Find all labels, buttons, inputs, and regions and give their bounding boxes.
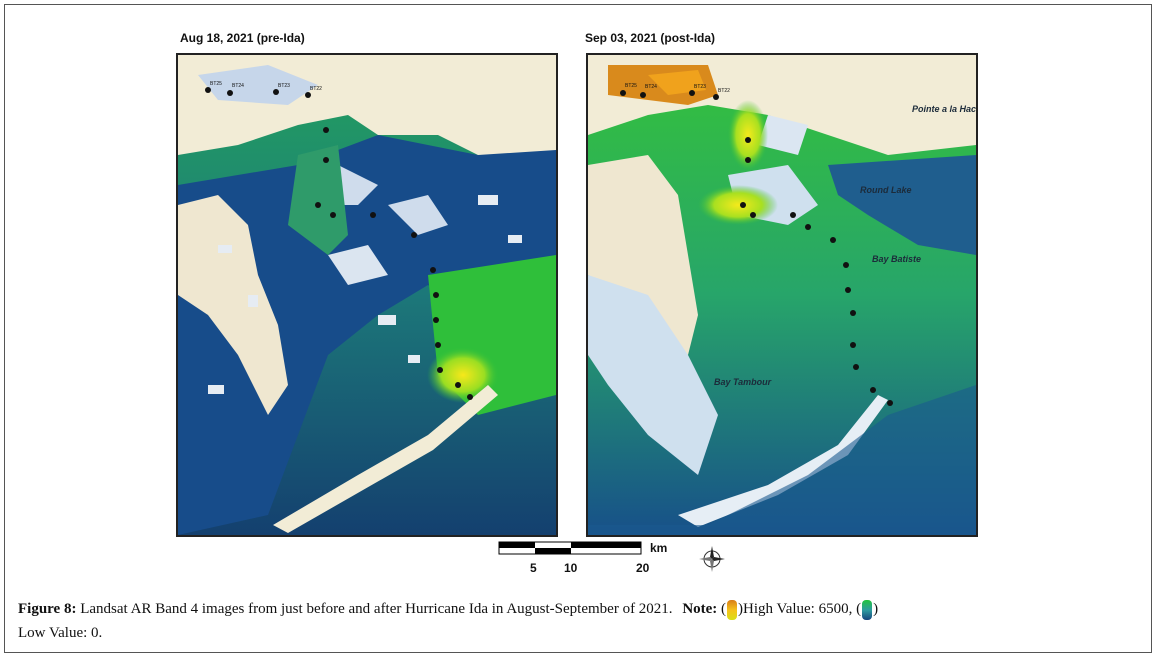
high-value-text: High Value: 6500, xyxy=(743,601,853,617)
right-map-image: BT25 BT24 BT23 BT22 Pointe a la Hache Ro… xyxy=(588,55,976,535)
left-station-label: BT23 xyxy=(278,83,290,89)
note-label: Note: xyxy=(682,601,718,617)
left-station-label: BT22 xyxy=(310,86,322,92)
place-label-bay-batiste: Bay Batiste xyxy=(872,254,921,264)
right-station-label: BT25 xyxy=(625,83,637,89)
figure-label: Figure 8: xyxy=(18,601,77,617)
scale-tick: 5 xyxy=(530,561,537,575)
right-station-label: BT23 xyxy=(694,84,706,90)
place-label-round-lake: Round Lake xyxy=(860,185,912,195)
scale-tick: 10 xyxy=(564,561,578,575)
left-station-label: BT25 xyxy=(210,81,222,87)
right-station-label: BT22 xyxy=(718,88,730,94)
scale-unit: km xyxy=(650,541,668,555)
figure-caption: Figure 8: Landsat AR Band 4 images from … xyxy=(18,599,879,641)
left-map-title: Aug 18, 2021 (pre-Ida) xyxy=(180,31,305,45)
low-value-text: Low Value: 0. xyxy=(18,625,103,641)
compass-rose-icon xyxy=(698,545,726,573)
right-station-label: BT24 xyxy=(645,84,657,90)
place-label-pointe-a-la-hache: Pointe a la Hache xyxy=(912,104,976,114)
caption-text: Landsat AR Band 4 images from just befor… xyxy=(80,601,673,617)
left-station-label: BT24 xyxy=(232,83,244,89)
right-map-panel: BT25 BT24 BT23 BT22 Pointe a la Hache Ro… xyxy=(586,53,978,537)
high-value-swatch xyxy=(727,599,738,620)
figure-frame xyxy=(4,4,1152,653)
left-map-panel: BT25 BT24 BT23 BT22 xyxy=(176,53,558,537)
scale-bar: km 5 10 20 xyxy=(498,541,698,581)
scale-tick: 20 xyxy=(636,561,650,575)
low-value-swatch xyxy=(862,599,873,620)
place-label-bay-tambour: Bay Tambour xyxy=(714,377,772,387)
left-map-image: BT25 BT24 BT23 BT22 xyxy=(178,55,556,535)
right-map-title: Sep 03, 2021 (post-Ida) xyxy=(585,31,716,45)
